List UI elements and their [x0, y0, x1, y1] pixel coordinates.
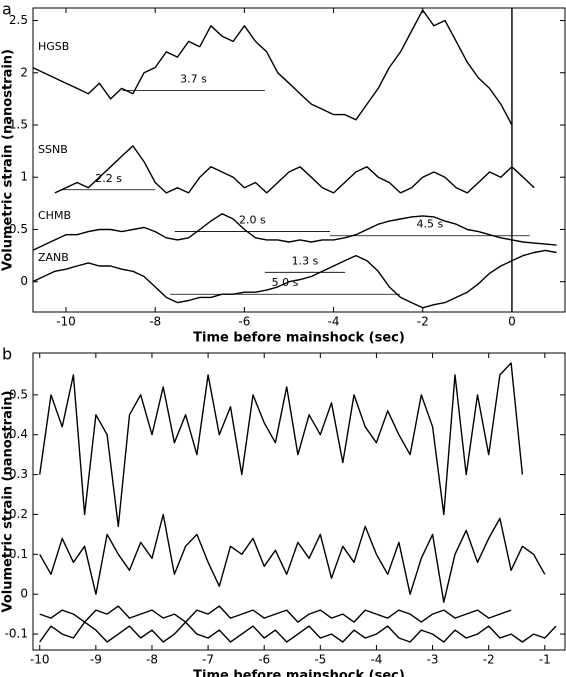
x-tick-label: -4	[370, 653, 382, 667]
duration-label: 2.0 s	[239, 214, 266, 227]
station-label: CHMB	[38, 209, 71, 222]
x-tick-label: -4	[328, 315, 340, 329]
station-label: SSNB	[38, 143, 68, 156]
y-axis-label: Volumetric strain (nanostrain)	[1, 391, 16, 613]
x-tick-label: -1	[539, 653, 551, 667]
trace	[39, 362, 524, 528]
x-tick-label: -5	[314, 653, 326, 667]
y-tick-label: 0.2	[9, 507, 28, 521]
duration-label: 3.7 s	[180, 73, 207, 86]
station-label: ZANB	[38, 251, 69, 264]
trace	[39, 513, 546, 603]
x-tick-label: -2	[483, 653, 495, 667]
trace	[39, 621, 557, 643]
duration-label: 5.0 s	[272, 276, 299, 289]
y-tick-label: 1	[20, 170, 28, 184]
trace	[54, 145, 535, 194]
x-tick-label: -2	[417, 315, 429, 329]
x-tick-label: -6	[238, 315, 250, 329]
y-tick-label: 0.5	[9, 387, 28, 401]
station-label: HGSB	[38, 40, 69, 53]
duration-label: 2.2 s	[95, 172, 122, 185]
y-axis-label: Volumetric strain (nanostrain)	[1, 49, 16, 271]
x-tick-label: -9	[90, 653, 102, 667]
axes-frame	[32, 7, 566, 313]
y-tick-label: 2.5	[9, 13, 28, 27]
y-tick-label: 2	[20, 65, 28, 79]
x-tick-label: -7	[202, 653, 214, 667]
x-axis-label: Time before mainshock (sec)	[193, 669, 405, 677]
y-tick-label: 0	[20, 274, 28, 288]
x-tick-label: -8	[146, 653, 158, 667]
trace	[32, 249, 557, 309]
trace	[39, 605, 512, 623]
panel-label: a	[2, 0, 12, 19]
x-axis-label: Time before mainshock (sec)	[193, 331, 405, 346]
x-tick-label: -10	[56, 315, 76, 329]
x-tick-label: -6	[258, 653, 270, 667]
x-tick-label: -8	[149, 315, 161, 329]
panel-label: b	[2, 345, 12, 364]
axes-frame	[32, 352, 566, 651]
x-tick-label: 0	[508, 315, 516, 329]
duration-label: 1.3 s	[292, 254, 319, 267]
y-tick-label: 1.5	[9, 118, 28, 132]
x-tick-label: -10	[30, 653, 50, 667]
y-tick-label: 0.4	[9, 427, 28, 441]
y-tick-label: 0.1	[9, 547, 28, 561]
x-tick-label: -3	[427, 653, 439, 667]
y-tick-label: 0	[20, 587, 28, 601]
duration-label: 4.5 s	[417, 218, 444, 231]
trace	[32, 213, 557, 252]
y-tick-label: 0.3	[9, 467, 28, 481]
y-tick-label: 0.5	[9, 222, 28, 236]
trace	[32, 9, 513, 126]
y-tick-label: -0.1	[5, 627, 28, 641]
